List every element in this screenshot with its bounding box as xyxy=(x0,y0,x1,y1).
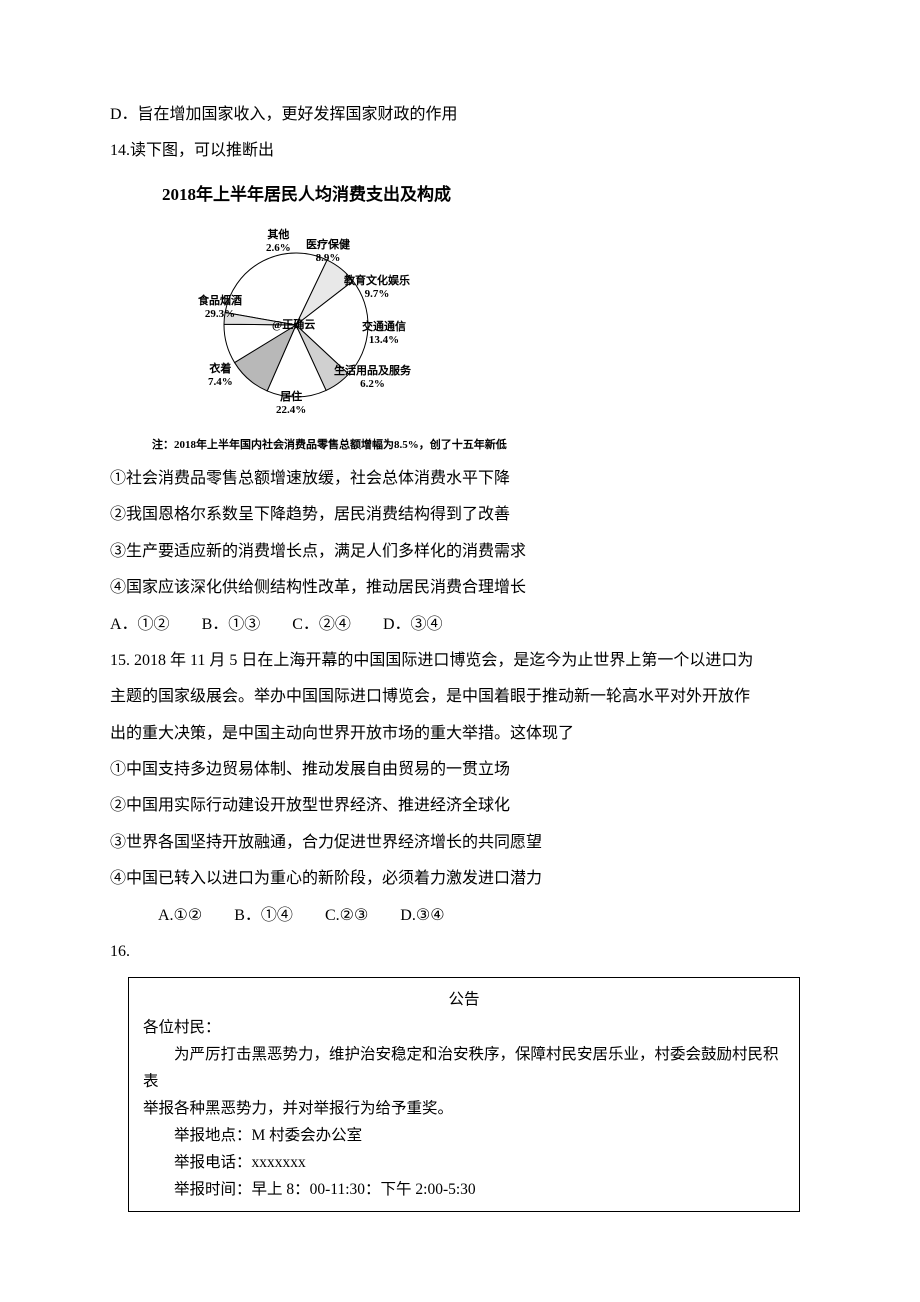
q14-options: A．①② B．①③ C．②④ D．③④ xyxy=(110,610,810,640)
pie-slice-label: 教育文化娱乐9.7% xyxy=(344,275,410,301)
pie-slice-label: 交通通信13.4% xyxy=(362,321,406,347)
notice-title: 公告 xyxy=(143,986,785,1013)
pie-slice-label: 医疗保健8.9% xyxy=(306,239,350,265)
pie-chart: 食品烟酒29.3% 衣着7.4% 居住22.4% 生活用品及服务6.2% 交通通信13.… xyxy=(146,217,426,427)
q15-statement-2: ②中国用实际行动建设开放型世界经济、推进经济全球化 xyxy=(110,791,810,821)
notice-addressee: 各位村民： xyxy=(143,1014,785,1041)
pie-slice-label: 居住22.4% xyxy=(276,391,306,417)
q14-option-c: C．②④ xyxy=(292,610,351,640)
q15-line-2: 主题的国家级展会。举办中国国际进口博览会，是中国着眼于推动新一轮高水平对外开放作 xyxy=(110,682,810,712)
q15-option-c: C.②③ xyxy=(325,901,368,931)
q14-stem: 14.读下图，可以推断出 xyxy=(110,136,810,166)
q15-options: A.①② B．①④ C.②③ D.③④ xyxy=(158,901,810,931)
q14-option-d: D．③④ xyxy=(383,610,443,640)
notice-body-2: 举报各种黑恶势力，并对举报行为给予重奖。 xyxy=(143,1095,785,1122)
notice-box: 公告 各位村民： 为严厉打击黑恶势力，维护治安稳定和治安秩序，保障村民安居乐业，… xyxy=(128,977,800,1212)
pie-center-text: @正确云 xyxy=(272,319,315,332)
notice-report-time: 举报时间：早上 8：00-11:30：下午 2:00-5:30 xyxy=(174,1176,785,1203)
q15-statement-1: ①中国支持多边贸易体制、推动发展自由贸易的一贯立场 xyxy=(110,755,810,785)
q14-statement-2: ②我国恩格尔系数呈下降趋势，居民消费结构得到了改善 xyxy=(110,500,810,530)
pie-slice-label: 食品烟酒29.3% xyxy=(198,295,242,321)
q15-option-b: B．①④ xyxy=(234,901,293,931)
notice-report-location: 举报地点：M 村委会办公室 xyxy=(174,1122,785,1149)
q15-line-3: 出的重大决策，是中国主动向世界开放市场的重大举措。这体现了 xyxy=(110,719,810,749)
q15-option-d: D.③④ xyxy=(400,901,444,931)
q15-statement-4: ④中国已转入以进口为重心的新阶段，必须着力激发进口潜力 xyxy=(110,864,810,894)
q14-option-b: B．①③ xyxy=(202,610,261,640)
notice-report-phone: 举报电话：xxxxxxx xyxy=(174,1149,785,1176)
notice-body-1: 为严厉打击黑恶势力，维护治安稳定和治安秩序，保障村民安居乐业，村委会鼓励村民积表 xyxy=(143,1041,785,1095)
pie-slice-label: 其他2.6% xyxy=(266,229,291,255)
q14-statement-1: ①社会消费品零售总额增速放缓，社会总体消费水平下降 xyxy=(110,464,810,494)
q14-option-a: A．①② xyxy=(110,610,170,640)
q15-statement-3: ③世界各国坚持开放融通，合力促进世界经济增长的共同愿望 xyxy=(110,828,810,858)
q14-statement-4: ④国家应该深化供给侧结构性改革，推动居民消费合理增长 xyxy=(110,573,810,603)
q14-chart: 2018年上半年居民人均消费支出及构成 食品烟酒29.3% 衣着7.4% 居住22.… xyxy=(146,179,810,456)
q15-line-1: 15. 2018 年 11 月 5 日在上海开幕的中国国际进口博览会，是迄今为止… xyxy=(110,646,810,676)
q15-option-a: A.①② xyxy=(158,901,202,931)
q14-statement-3: ③生产要适应新的消费增长点，满足人们多样化的消费需求 xyxy=(110,537,810,567)
pie-slice-label: 生活用品及服务6.2% xyxy=(334,365,411,391)
q16-number: 16. xyxy=(110,937,810,967)
chart-title: 2018年上半年居民人均消费支出及构成 xyxy=(162,179,810,211)
pie-slice-label: 衣着7.4% xyxy=(208,363,233,389)
q13-option-d: D．旨在增加国家收入，更好发挥国家财政的作用 xyxy=(110,100,810,130)
